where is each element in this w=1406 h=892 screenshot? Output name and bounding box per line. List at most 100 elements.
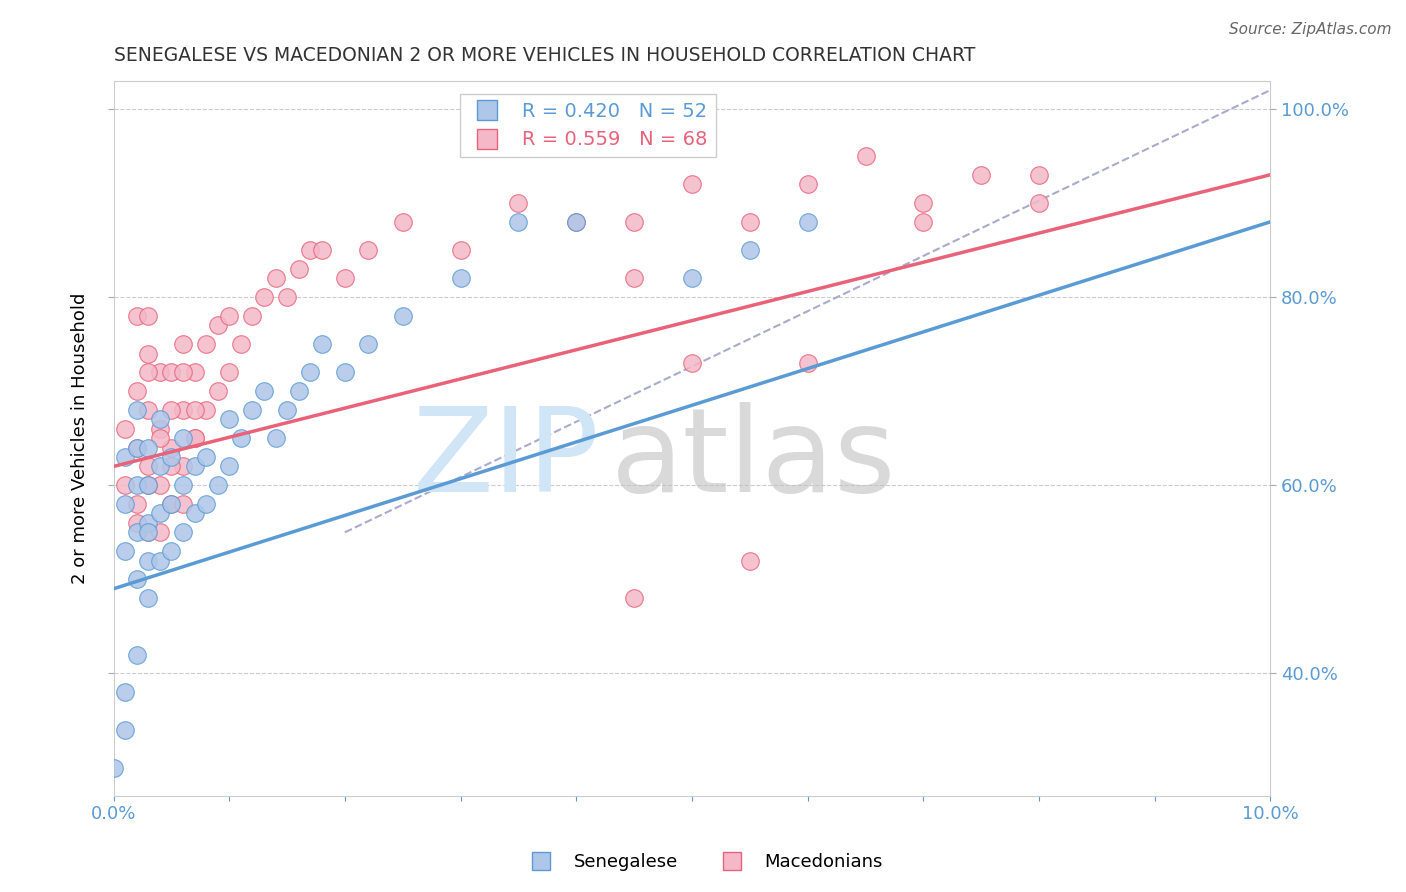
Point	[1028, 168, 1050, 182]
Point	[125, 572, 148, 586]
Point	[172, 365, 194, 379]
Point	[136, 346, 159, 360]
Point	[207, 384, 229, 399]
Point	[149, 422, 172, 436]
Point	[195, 497, 218, 511]
Point	[114, 685, 136, 699]
Point	[149, 365, 172, 379]
Point	[357, 337, 380, 351]
Point	[125, 441, 148, 455]
Point	[681, 356, 703, 370]
Point	[160, 497, 183, 511]
Point	[681, 271, 703, 285]
Point	[125, 478, 148, 492]
Point	[195, 403, 218, 417]
Point	[253, 384, 276, 399]
Point	[114, 422, 136, 436]
Point	[287, 384, 309, 399]
Point	[855, 149, 877, 163]
Point	[114, 497, 136, 511]
Point	[125, 403, 148, 417]
Point	[114, 723, 136, 737]
Point	[276, 290, 298, 304]
Point	[160, 497, 183, 511]
Point	[136, 478, 159, 492]
Point	[125, 497, 148, 511]
Point	[114, 544, 136, 558]
Point	[357, 243, 380, 257]
Text: atlas: atlas	[612, 402, 897, 517]
Point	[136, 478, 159, 492]
Point	[207, 318, 229, 333]
Text: Source: ZipAtlas.com: Source: ZipAtlas.com	[1229, 22, 1392, 37]
Point	[218, 412, 240, 426]
Point	[183, 403, 205, 417]
Point	[149, 459, 172, 474]
Point	[240, 309, 263, 323]
Text: SENEGALESE VS MACEDONIAN 2 OR MORE VEHICLES IN HOUSEHOLD CORRELATION CHART: SENEGALESE VS MACEDONIAN 2 OR MORE VEHIC…	[114, 46, 974, 65]
Point	[172, 459, 194, 474]
Point	[229, 337, 252, 351]
Point	[136, 441, 159, 455]
Point	[450, 271, 472, 285]
Point	[311, 337, 333, 351]
Point	[183, 431, 205, 445]
Point	[160, 441, 183, 455]
Legend: R = 0.420   N = 52, R = 0.559   N = 68: R = 0.420 N = 52, R = 0.559 N = 68	[460, 94, 716, 157]
Point	[160, 544, 183, 558]
Point	[136, 516, 159, 530]
Point	[125, 525, 148, 540]
Point	[114, 450, 136, 464]
Point	[172, 431, 194, 445]
Point	[229, 431, 252, 445]
Legend: Senegalese, Macedonians: Senegalese, Macedonians	[516, 847, 890, 879]
Point	[160, 365, 183, 379]
Point	[912, 196, 935, 211]
Point	[796, 356, 818, 370]
Point	[136, 591, 159, 606]
Point	[299, 365, 322, 379]
Point	[149, 478, 172, 492]
Point	[218, 309, 240, 323]
Point	[565, 215, 588, 229]
Point	[183, 507, 205, 521]
Point	[160, 450, 183, 464]
Point	[1028, 196, 1050, 211]
Point	[136, 403, 159, 417]
Y-axis label: 2 or more Vehicles in Household: 2 or more Vehicles in Household	[72, 293, 89, 584]
Point	[183, 459, 205, 474]
Point	[738, 243, 761, 257]
Point	[114, 478, 136, 492]
Point	[103, 760, 125, 774]
Point	[796, 215, 818, 229]
Point	[508, 196, 530, 211]
Point	[136, 459, 159, 474]
Point	[149, 412, 172, 426]
Point	[207, 478, 229, 492]
Point	[450, 243, 472, 257]
Point	[183, 431, 205, 445]
Point	[681, 177, 703, 191]
Point	[172, 403, 194, 417]
Point	[136, 525, 159, 540]
Point	[172, 497, 194, 511]
Point	[311, 243, 333, 257]
Point	[264, 431, 287, 445]
Point	[508, 215, 530, 229]
Point	[149, 525, 172, 540]
Point	[287, 261, 309, 276]
Point	[172, 525, 194, 540]
Point	[333, 271, 356, 285]
Point	[912, 215, 935, 229]
Point	[136, 525, 159, 540]
Point	[299, 243, 322, 257]
Point	[149, 553, 172, 567]
Point	[391, 309, 413, 323]
Point	[264, 271, 287, 285]
Point	[333, 365, 356, 379]
Point	[136, 309, 159, 323]
Point	[125, 516, 148, 530]
Point	[970, 168, 993, 182]
Point	[125, 648, 148, 662]
Point	[623, 591, 645, 606]
